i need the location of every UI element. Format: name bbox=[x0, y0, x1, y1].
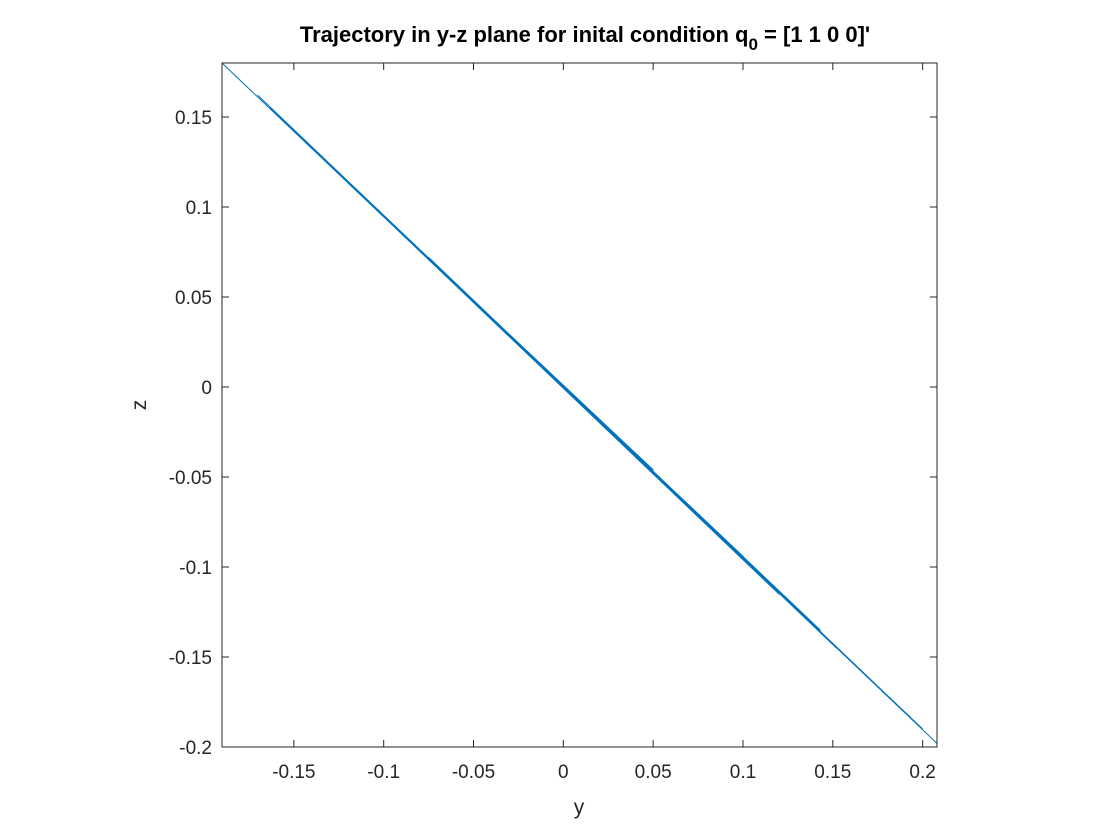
series-layer bbox=[222, 63, 937, 744]
chart-title-tail: = [1 1 0 0]' bbox=[758, 22, 870, 47]
y-tick-label: 0.15 bbox=[175, 108, 212, 129]
plot-area: -0.15 -0.1 -0.05 0 0.05 0.1 0.15 0.2 -0.2 -0.15 -0… bbox=[169, 62, 938, 783]
y-tick-label: -0.2 bbox=[179, 738, 212, 759]
y-tick-label: 0.1 bbox=[186, 198, 212, 219]
x-tick-label: -0.05 bbox=[452, 762, 495, 783]
x-tick-label: 0.1 bbox=[730, 762, 756, 783]
y-tick-label: 0 bbox=[201, 378, 212, 399]
chart-title: Trajectory in y-z plane for inital condi… bbox=[300, 22, 870, 54]
series-line-0 bbox=[222, 63, 937, 744]
y-tick-label: -0.1 bbox=[179, 558, 212, 579]
y-tick-label: -0.15 bbox=[169, 648, 212, 669]
x-tick-label: -0.1 bbox=[367, 762, 400, 783]
x-tick-label: 0.05 bbox=[635, 762, 672, 783]
x-tick-label: 0.2 bbox=[909, 762, 935, 783]
y-tick-label: -0.05 bbox=[169, 468, 212, 489]
x-tick-label: 0 bbox=[558, 762, 569, 783]
chart-title-main: Trajectory in y-z plane for inital condi… bbox=[300, 22, 749, 47]
x-axis-label: y bbox=[574, 796, 585, 819]
axes-box bbox=[221, 62, 938, 748]
x-tick-label: -0.15 bbox=[272, 762, 315, 783]
y-tick-label: 0.05 bbox=[175, 288, 212, 309]
chart-title-subscript: 0 bbox=[748, 35, 757, 54]
tick-layer: -0.15 -0.1 -0.05 0 0.05 0.1 0.15 0.2 -0.2 -0.15 -0… bbox=[169, 63, 937, 783]
x-tick-label: 0.15 bbox=[814, 762, 851, 783]
y-axis-label: z bbox=[128, 400, 151, 411]
